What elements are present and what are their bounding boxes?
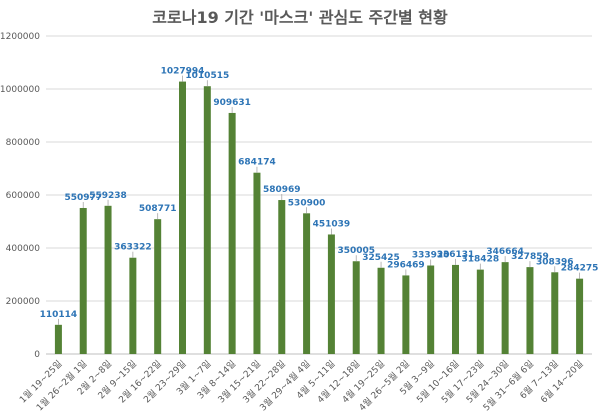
data-label: 318428 <box>462 255 500 265</box>
bar <box>179 81 186 354</box>
data-label: 684174 <box>238 158 276 168</box>
data-label: 909631 <box>213 98 251 108</box>
data-label: 1010515 <box>185 71 229 81</box>
y-tick-label: 1000000 <box>0 85 40 95</box>
data-label: 508771 <box>139 204 177 214</box>
bar <box>278 200 286 354</box>
bar <box>54 324 62 354</box>
bar <box>476 269 484 354</box>
data-label: 296469 <box>387 260 425 270</box>
data-label: 336131 <box>437 250 475 260</box>
bar <box>104 205 112 354</box>
data-label: 325425 <box>362 253 400 263</box>
data-label: 327859 <box>511 252 549 262</box>
bar <box>501 262 509 354</box>
data-label: 550977 <box>64 193 102 203</box>
data-label: 451039 <box>313 219 351 229</box>
data-label: 350005 <box>337 246 375 256</box>
bar <box>79 207 87 354</box>
bar <box>402 275 410 354</box>
bar <box>303 213 311 354</box>
y-tick-label: 200000 <box>6 297 41 307</box>
data-label: 333920 <box>412 251 450 261</box>
bar <box>203 86 211 354</box>
bar <box>352 261 360 354</box>
data-label: 110114 <box>40 310 78 320</box>
bar <box>526 267 534 354</box>
bar <box>327 234 335 354</box>
bar <box>129 257 137 354</box>
y-tick-label: 1200000 <box>0 32 40 42</box>
chart-title: 코로나19 기간 '마스크' 관심도 주간별 현황 <box>152 8 448 27</box>
data-label: 363322 <box>114 243 152 253</box>
data-label: 580969 <box>263 185 301 195</box>
data-label: 530900 <box>288 198 326 208</box>
bar <box>253 172 261 354</box>
bar <box>427 265 435 354</box>
bar <box>154 219 162 354</box>
data-label: 308396 <box>536 257 574 267</box>
bar <box>576 278 584 354</box>
data-label: 284275 <box>561 264 599 274</box>
y-tick-label: 800000 <box>6 138 41 148</box>
bar <box>377 267 385 354</box>
bar <box>452 264 459 354</box>
x-tick-label: 1월 19~25일 <box>17 358 65 406</box>
data-label: 559238 <box>89 191 127 201</box>
y-tick-label: 400000 <box>6 244 41 254</box>
data-label: 346664 <box>486 247 524 257</box>
y-tick-label: 600000 <box>6 191 41 201</box>
data-label: 1027994 <box>161 67 205 77</box>
bar <box>228 112 236 354</box>
y-tick-label: 0 <box>34 350 40 360</box>
bar <box>551 272 559 354</box>
